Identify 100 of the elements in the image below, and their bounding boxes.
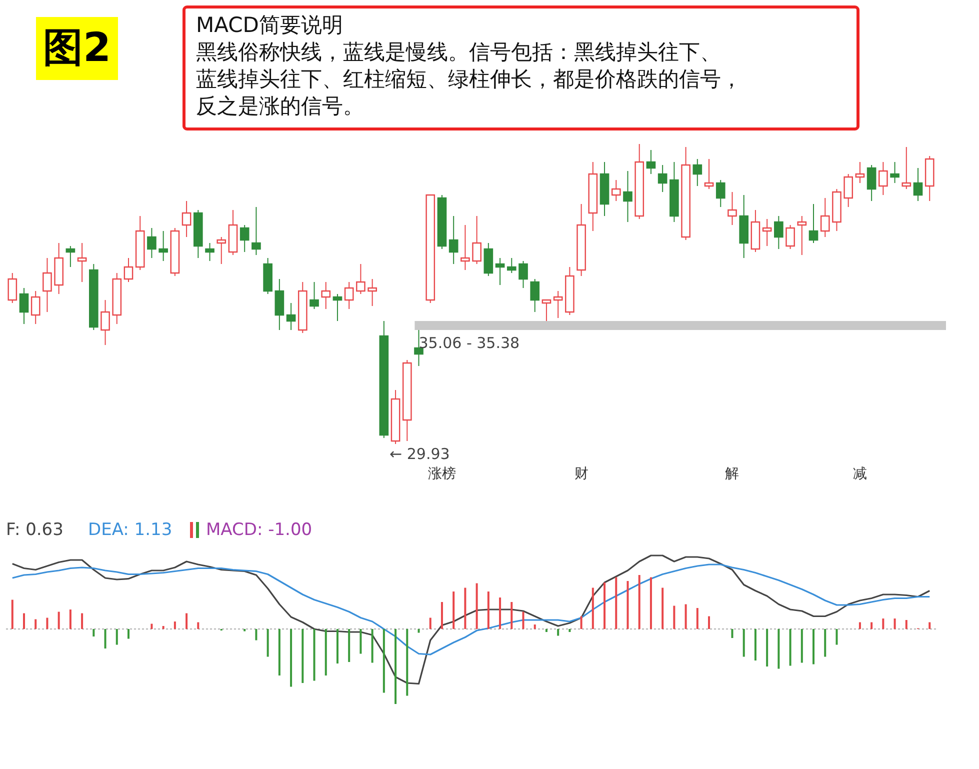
candlestick (100, 300, 110, 346)
series-label: F: 0.63 (6, 520, 64, 540)
candlestick (274, 278, 284, 330)
candlestick (913, 168, 923, 202)
candlestick (252, 206, 261, 256)
candlestick (30, 290, 40, 324)
bar (882, 618, 884, 629)
x-tick-label: 财 (574, 466, 588, 482)
bar (418, 629, 420, 633)
bar (870, 622, 873, 629)
bar (324, 629, 327, 676)
bar (150, 624, 153, 629)
bar (69, 610, 72, 629)
bar (824, 629, 826, 657)
bar (604, 582, 606, 629)
candlestick (716, 180, 726, 208)
candlestick (878, 162, 888, 196)
bar (127, 629, 130, 639)
bar (290, 629, 292, 687)
candlestick (484, 242, 494, 276)
bar (673, 606, 676, 629)
x-tick-label: 涨榜 (428, 466, 456, 482)
bar (650, 577, 652, 629)
legend-label: MACD: -1.00 (206, 520, 312, 540)
candlestick (8, 272, 18, 304)
bar (731, 629, 734, 638)
bar (684, 604, 687, 629)
candlestick (448, 216, 458, 264)
candlestick (77, 242, 87, 282)
bar (34, 619, 37, 629)
bar (812, 629, 815, 664)
bar (313, 629, 316, 681)
x-tick-label: 减 (852, 466, 867, 482)
candlestick (124, 258, 134, 282)
candlestick (368, 278, 377, 306)
bar (708, 616, 710, 629)
bar (696, 608, 698, 629)
bar (197, 622, 200, 629)
bar (510, 602, 513, 629)
bar (928, 622, 931, 629)
bar (800, 629, 803, 663)
candlestick (611, 180, 621, 202)
bar (476, 583, 478, 629)
bar (766, 629, 768, 666)
text: 黑线俗称快线，蓝线是慢线。信号包括：黑线掉头往下、蓝线掉头往下、红柱缩短、绿柱伸长，都是价格跌的信号，反之是涨的信号。 (196, 40, 742, 118)
bar (522, 612, 524, 629)
bar (789, 629, 792, 666)
bar (626, 581, 629, 629)
candlestick (646, 150, 656, 174)
candlestick (530, 278, 540, 312)
bar (266, 629, 269, 657)
candlestick (692, 158, 702, 186)
bar (174, 622, 176, 629)
candlestick (42, 258, 52, 312)
candlestick (240, 224, 250, 252)
bar (406, 629, 408, 696)
candlestick (205, 242, 214, 262)
candlestick (344, 282, 354, 310)
bar (429, 618, 432, 629)
candlestick (658, 164, 668, 192)
bar (905, 620, 908, 629)
series-label: DEA: 1.13 (88, 520, 172, 540)
candlestick (797, 216, 807, 256)
candlestick (321, 282, 331, 310)
bar (615, 577, 618, 629)
bar (46, 618, 48, 629)
candlestick (286, 302, 296, 330)
candlestick (506, 258, 516, 274)
bar (371, 629, 374, 663)
candlestick (890, 162, 900, 184)
bar (638, 575, 640, 629)
candlestick (844, 174, 854, 208)
bar (592, 588, 594, 629)
bar (894, 618, 896, 629)
candlestick (623, 170, 632, 222)
bar (754, 629, 756, 660)
candlestick (66, 246, 76, 268)
candlestick (158, 230, 168, 262)
candlestick (19, 288, 29, 324)
candlestick (808, 204, 818, 244)
candlestick (356, 264, 366, 294)
chart-title: 图2 (43, 25, 111, 71)
bar (81, 613, 84, 629)
candlestick (866, 164, 876, 202)
bar (499, 598, 502, 629)
bar (348, 629, 350, 662)
bar (92, 629, 95, 636)
bar (534, 624, 536, 629)
candlestick (518, 260, 528, 288)
candlestick (704, 158, 714, 190)
candlestick (310, 282, 319, 310)
bar (836, 629, 838, 645)
bar (58, 612, 60, 629)
candlestick (216, 236, 226, 264)
bar (568, 629, 571, 632)
candlestick (332, 294, 342, 322)
candlestick (495, 258, 505, 286)
bar (302, 629, 304, 683)
bar (116, 629, 118, 645)
candlestick (472, 216, 482, 264)
